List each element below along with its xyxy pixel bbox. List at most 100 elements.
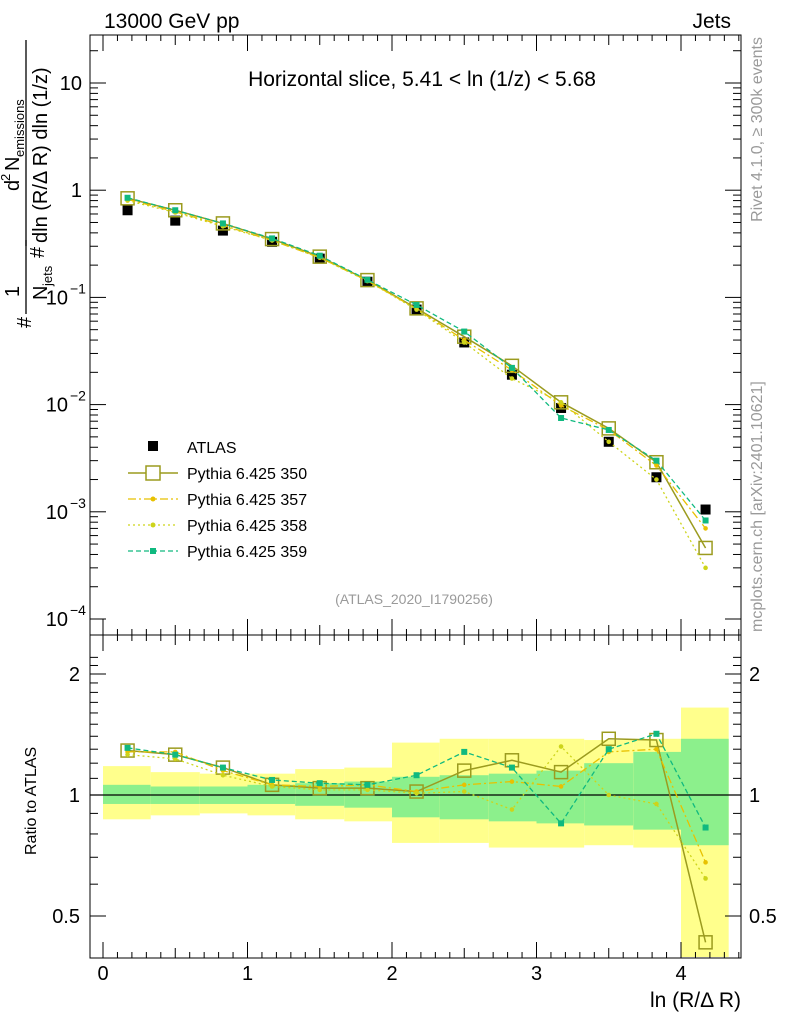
ratio-ytick-label-right: 1 [749, 785, 760, 807]
main-ylabel-N: N [30, 286, 52, 300]
ratio-point-p359 [605, 746, 612, 753]
rivet-version-label: Rivet 4.1.0, ≥ 300k events [749, 37, 766, 222]
point-p358 [703, 565, 708, 571]
ratio-point-p359 [508, 764, 515, 771]
main-plot-panel: Horizontal slice, 5.41 < ln (1/z) < 5.68… [46, 34, 742, 636]
ratio-point-p359 [653, 730, 660, 737]
legend-marker-p358 [150, 522, 156, 528]
ratio-point-p359 [413, 772, 420, 779]
ratio-point-p359 [364, 781, 371, 788]
legend-label-p359: Pythia 6.425 359 [187, 544, 307, 561]
ratio-ytick-label-left: 0.5 [52, 906, 80, 928]
point-p357 [558, 403, 564, 408]
main-ylabel-jets-sub: jets [40, 265, 55, 287]
main-ytick-label: 1 [71, 180, 82, 202]
legend-label-p357: Pythia 6.425 357 [187, 492, 307, 509]
point-p350 [698, 540, 713, 556]
point-p359 [172, 207, 179, 214]
plot-title: Horizontal slice, 5.41 < ln (1/z) < 5.68 [248, 68, 596, 91]
point-p350 [120, 191, 135, 206]
legend-marker-p350 [145, 465, 161, 481]
main-ylabel-prefix: # [14, 316, 36, 328]
legend: ATLAS Pythia 6.425 350 Pythia 6.425 357 … [128, 440, 307, 561]
ratio-point-p359 [219, 764, 226, 771]
point-p359 [316, 252, 323, 259]
ratio-point-p350 [120, 743, 135, 758]
legend-label-atlas: ATLAS [187, 440, 237, 457]
main-ytick-label-exponent: −2 [70, 388, 86, 404]
point-p357 [703, 526, 708, 531]
point-p359 [653, 457, 660, 464]
point-p359 [605, 426, 612, 433]
ratio-point-p358 [461, 789, 467, 794]
legend-label-p350: Pythia 6.425 350 [187, 466, 307, 483]
ratio-ytick-label-right: 0.5 [749, 906, 777, 928]
ratio-point-p358 [269, 784, 275, 789]
ratio-point-p359 [124, 744, 131, 751]
point-p359 [413, 301, 420, 308]
ratio-point-p358 [365, 787, 370, 793]
ratio-point-p358 [558, 744, 564, 749]
point-atlas [556, 402, 567, 413]
point-atlas [170, 215, 181, 226]
ratio-point-p358 [172, 756, 178, 762]
point-p359 [124, 194, 131, 201]
ratio-point-p350 [457, 763, 472, 778]
ratio-ytick-label-left: 2 [69, 664, 80, 686]
ratio-xtick-label: 4 [675, 963, 686, 985]
point-p358 [654, 477, 659, 482]
ratio-point-p357 [509, 779, 515, 784]
main-ylabel-emissions-sub: emissions [12, 99, 27, 157]
main-ytick-label: 10 [46, 502, 68, 524]
main-ytick-label-exponent: −1 [70, 280, 86, 296]
point-p358 [509, 376, 515, 381]
ratio-band-inner [392, 776, 440, 818]
ratio-point-p357 [461, 782, 467, 788]
ratio-plot-frame [89, 634, 742, 959]
ratio-point-p350 [698, 935, 713, 950]
point-atlas [700, 504, 711, 515]
point-p359 [461, 328, 468, 335]
ratio-xtick-label: 1 [242, 963, 253, 985]
ratio-xtick-label: 3 [531, 963, 542, 985]
point-p350 [264, 231, 280, 247]
main-ylabel-N-emissions: N [2, 157, 24, 171]
ratio-point-p358 [654, 801, 659, 807]
main-ytick-label: 10 [60, 73, 82, 95]
ratio-ytick-label-left: 1 [69, 785, 80, 807]
legend-marker-atlas [148, 441, 158, 451]
ratio-band-inner [103, 784, 151, 804]
legend-marker-p357 [150, 496, 156, 502]
ratio-point-p358 [220, 772, 226, 778]
main-ylabel: # 1 N jets # d 2 N emissions dln (R/Δ R)… [0, 40, 55, 328]
ratio-point-p358 [509, 807, 515, 812]
main-ylabel-sup2: 2 [0, 174, 13, 181]
legend-entry-atlas: ATLAS [148, 440, 237, 457]
ratio-point-p357 [703, 860, 708, 865]
ratio-point-p350 [360, 780, 375, 796]
ratio-point-p350 [553, 764, 569, 780]
ratio-point-p358 [606, 792, 612, 798]
point-p359 [364, 276, 371, 283]
ratio-point-p357 [558, 784, 564, 789]
main-ylabel-hash2: # [27, 246, 49, 258]
point-p359 [219, 220, 226, 227]
ratio-xtick-label: 0 [97, 963, 108, 985]
point-p357 [654, 463, 659, 468]
legend-entry-p358: Pythia 6.425 358 [128, 518, 307, 535]
main-ytick-label-exponent: −3 [70, 495, 86, 511]
main-ylabel-d: d [2, 180, 24, 191]
point-p350 [360, 272, 375, 288]
ratio-ytick-label-right: 2 [749, 664, 760, 686]
main-ytick-label: 10 [46, 395, 68, 417]
header-left: 13000 GeV pp [104, 10, 239, 33]
ratio-point-p350 [409, 784, 424, 799]
main-ytick-label: 10 [46, 609, 68, 631]
ratio-point-p359 [558, 820, 565, 827]
ratio-point-p358 [317, 787, 323, 793]
point-p358 [414, 307, 419, 312]
ratio-point-p350 [601, 731, 616, 747]
header-right: Jets [692, 10, 731, 33]
